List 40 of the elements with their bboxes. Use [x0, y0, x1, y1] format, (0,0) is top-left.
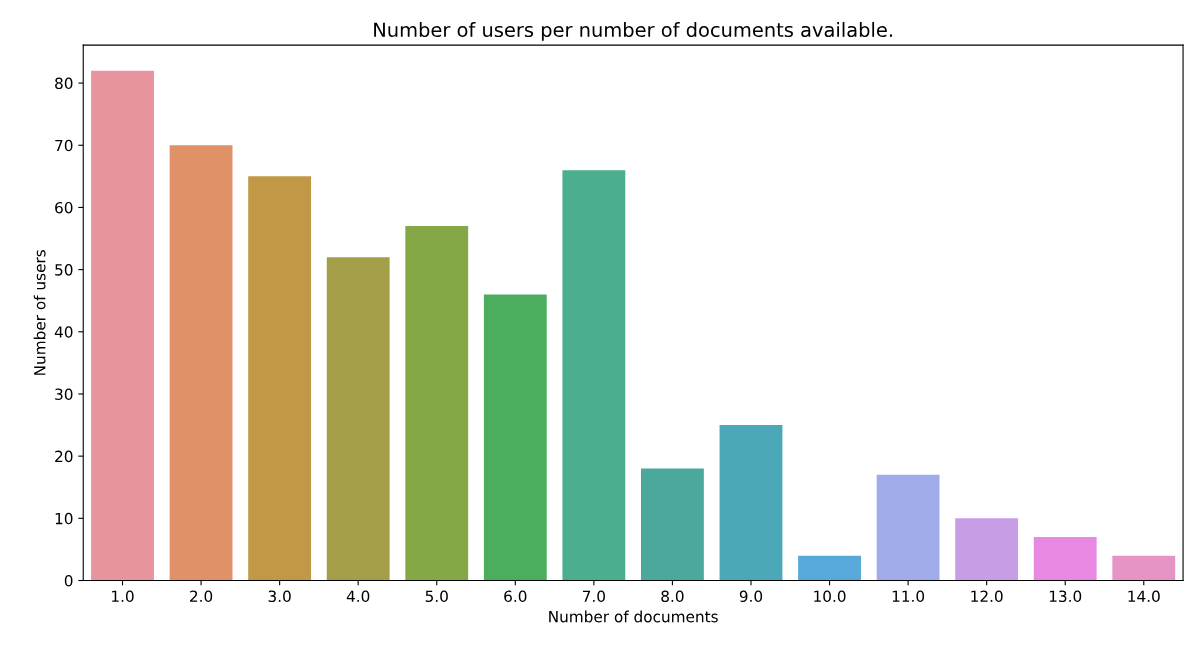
x-tick-label: 12.0: [971, 590, 1003, 603]
x-tick-label: 1.0: [112, 590, 134, 603]
chart-title: Number of users per number of documents available.: [374, 22, 892, 41]
x-tick-label: 11.0: [892, 590, 925, 603]
x-tick-label: 4.0: [346, 590, 370, 603]
bar: [562, 170, 626, 581]
bar: [326, 257, 390, 581]
y-tick-label: 60: [55, 201, 73, 214]
bar: [641, 468, 704, 581]
x-tick-label: 14.0: [1128, 590, 1160, 603]
x-tick-label: 8.0: [661, 590, 684, 603]
bar: [955, 518, 1019, 581]
bar: [876, 474, 940, 581]
x-tick-label: 10.0: [814, 590, 846, 603]
x-tick-label: 13.0: [1049, 590, 1082, 603]
x-tick-label: 5.0: [425, 590, 448, 603]
y-tick-label: 70: [55, 139, 73, 152]
y-tick-label: 10: [55, 512, 73, 525]
y-tick-label: 0: [64, 574, 73, 587]
y-tick-label: 50: [55, 264, 73, 276]
y-tick-label: 40: [54, 326, 73, 338]
bar: [798, 555, 861, 581]
bar: [483, 294, 547, 581]
bar: [405, 226, 469, 581]
bar: [248, 176, 312, 581]
y-tick-label: 80: [55, 77, 73, 90]
x-axis-title: Number of documents: [549, 610, 718, 623]
bar: [91, 70, 154, 581]
x-tick-label: 6.0: [504, 590, 527, 603]
bar: [169, 145, 233, 581]
bar: [1033, 536, 1097, 581]
y-tick-label: 30: [55, 388, 73, 400]
bar: [719, 425, 783, 581]
bar: [1112, 555, 1176, 581]
x-tick-label: 3.0: [268, 590, 291, 603]
x-tick-label: 7.0: [582, 590, 605, 603]
y-tick-label: 20: [55, 450, 73, 463]
x-tick-label: 9.0: [739, 590, 763, 603]
x-tick-label: 2.0: [190, 590, 213, 603]
y-axis-title: Number of users: [33, 250, 46, 375]
